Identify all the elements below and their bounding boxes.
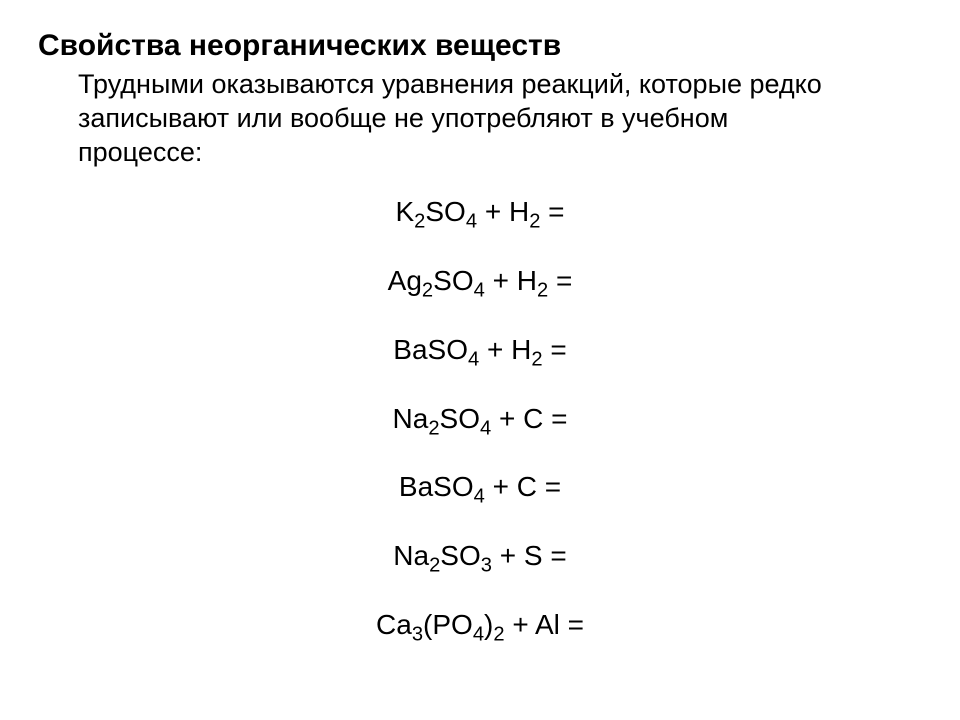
equation-4: Na2SO4 + C = (0, 404, 960, 435)
equation-6: Na2SO3 + S = (0, 541, 960, 572)
equation-2: Ag2SO4 + H2 = (0, 266, 960, 297)
equation-list: K2SO4 + H2 = Ag2SO4 + H2 = BaSO4 + H2 = Na2… (0, 197, 960, 641)
equation-1: K2SO4 + H2 = (0, 197, 960, 228)
equation-3: BaSO4 + H2 = (0, 335, 960, 366)
equation-5: BaSO4 + C = (0, 472, 960, 503)
intro-paragraph: Трудными оказываются уравнения реакций, … (78, 68, 838, 169)
slide: Свойства неорганических веществ Трудными… (0, 0, 960, 720)
equation-7: Ca3(PO4)2 + Al = (0, 610, 960, 641)
page-title: Свойства неорганических веществ (38, 28, 960, 64)
